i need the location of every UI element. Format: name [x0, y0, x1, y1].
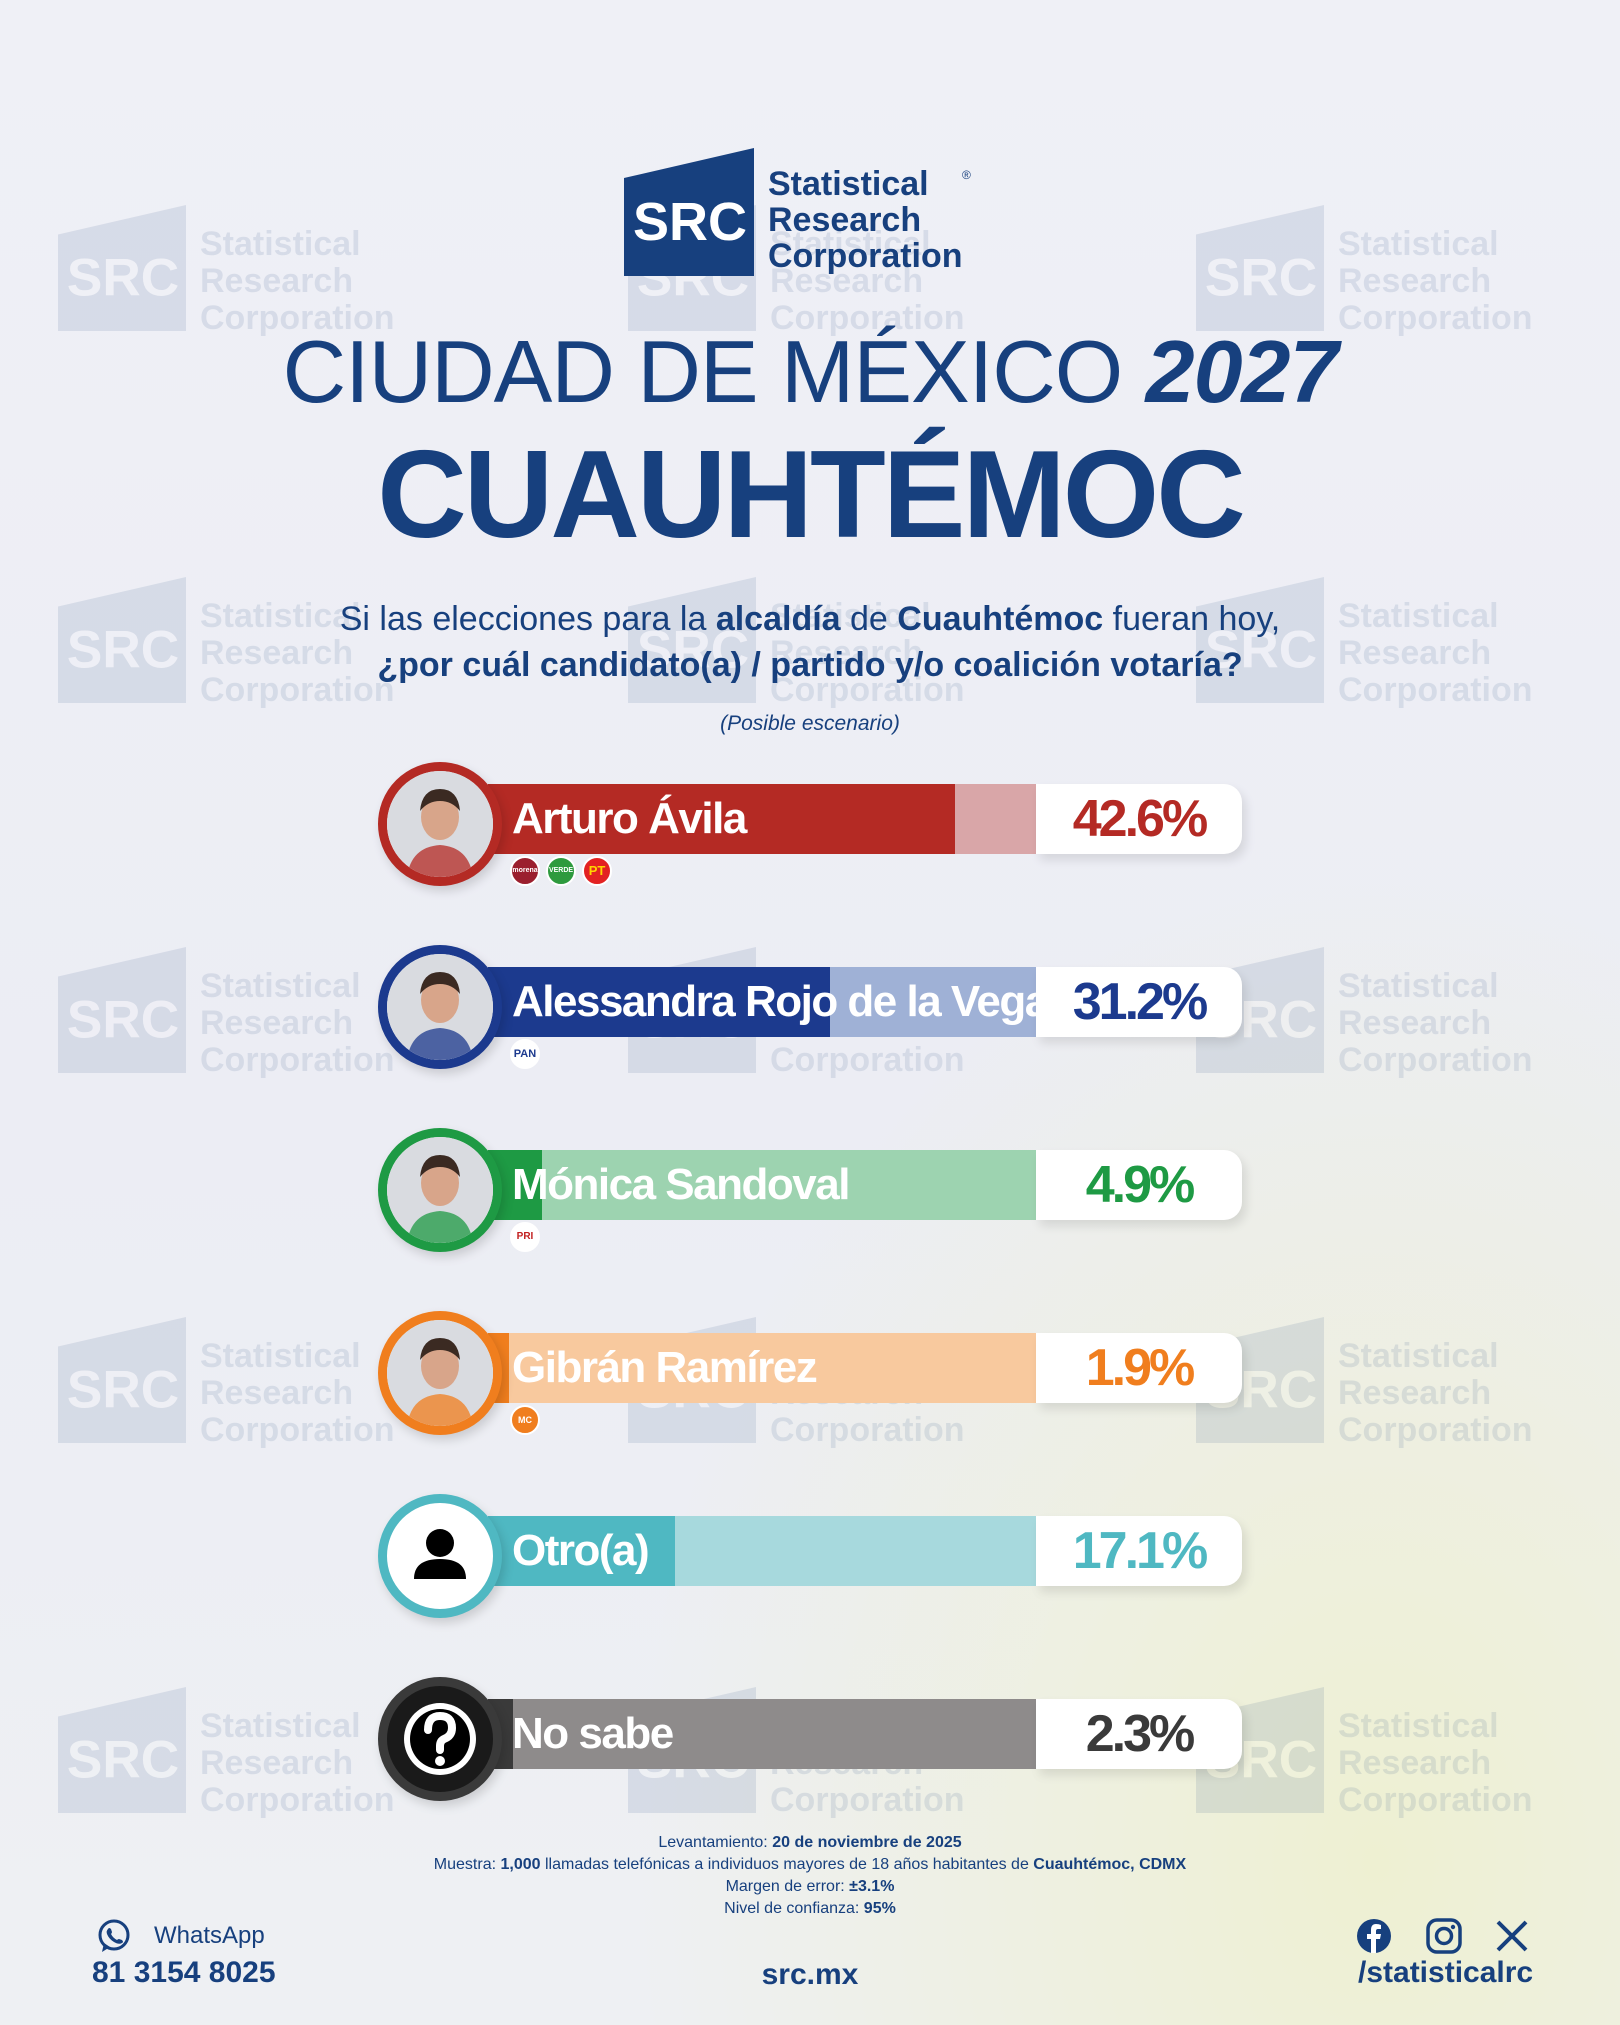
- candidate-row: No sabe 2.3%: [378, 1677, 1248, 1801]
- data-label: 31.2%: [1072, 973, 1208, 1031]
- logo-word-1: Statistical: [768, 165, 929, 203]
- logo-word-3: Corporation: [768, 237, 963, 275]
- bar: [488, 967, 830, 1037]
- whatsapp-contact[interactable]: WhatsApp: [96, 1918, 265, 1959]
- margin-of-error: Margen de error: ±3.1%: [725, 1878, 895, 1895]
- data-label: 1.9%: [1085, 1339, 1196, 1397]
- candidate-name: Otro(a): [512, 1526, 650, 1575]
- social-icons: [1356, 1918, 1536, 1954]
- portrait-image: [387, 954, 493, 1060]
- candidate-name: Gibrán Ramírez: [512, 1343, 818, 1392]
- title-city: CIUDAD DE MÉXICO 2027: [0, 322, 1620, 422]
- svg-text:SRC: SRC: [67, 1731, 179, 1790]
- party-logo: PAN: [510, 1039, 540, 1069]
- percent-box: 4.9%: [1036, 1150, 1242, 1220]
- svg-text:SRC: SRC: [67, 1361, 179, 1420]
- data-label: 4.9%: [1085, 1156, 1196, 1214]
- candidate-name: Mónica Sandoval: [512, 1160, 850, 1209]
- src-logo-mark: SRC: [624, 148, 754, 276]
- question-icon: [404, 1703, 476, 1775]
- social-handle[interactable]: /statisticalrc: [1358, 1956, 1534, 1989]
- candidate-avatar: [378, 1311, 502, 1435]
- percent-box: 42.6%: [1036, 784, 1242, 854]
- bar-track: [488, 1699, 1036, 1769]
- candidate-name: Arturo Ávila: [512, 794, 747, 843]
- candidate-row: Gibrán Ramírez 1.9% MC: [378, 1311, 1248, 1435]
- svg-text:SRC: SRC: [1205, 249, 1317, 308]
- fieldwork-date: Levantamiento: 20 de noviembre de 2025: [658, 1834, 962, 1851]
- svg-text:SRC: SRC: [67, 249, 179, 308]
- title-year: 2027: [1145, 322, 1339, 421]
- scenario-note: (Posible escenario): [720, 712, 900, 735]
- portrait-image: [387, 771, 493, 877]
- title-city-text: CIUDAD DE MÉXICO: [282, 322, 1124, 421]
- party-logo: VERDE: [546, 856, 576, 886]
- portrait-image: [387, 1320, 493, 1426]
- candidate-avatar: [378, 762, 502, 886]
- logo-word-2: Research: [768, 201, 922, 239]
- whatsapp-number[interactable]: 81 3154 8025: [92, 1956, 276, 1989]
- party-logo: morena: [510, 856, 540, 886]
- whatsapp-label: WhatsApp: [154, 1922, 265, 1949]
- candidate-avatar: [378, 1494, 502, 1618]
- party-logo: MC: [510, 1405, 540, 1435]
- logo-mark-text: SRC: [633, 192, 747, 252]
- bar: [488, 1516, 675, 1586]
- percent-box: 31.2%: [1036, 967, 1242, 1037]
- confidence-level: Nivel de confianza: 95%: [724, 1900, 896, 1917]
- x-icon[interactable]: [1496, 1920, 1528, 1952]
- portrait-image: [387, 1137, 493, 1243]
- candidate-avatar: [378, 945, 502, 1069]
- candidate-name: No sabe: [512, 1709, 674, 1758]
- party-logo: PRI: [510, 1222, 540, 1252]
- percent-box: 17.1%: [1036, 1516, 1242, 1586]
- candidate-avatar: [378, 1677, 502, 1801]
- candidate-row: Mónica Sandoval 4.9% PRI: [378, 1128, 1248, 1252]
- person-icon: [414, 1529, 466, 1579]
- sample-info: Muestra: 1,000 llamadas telefónicas a in…: [433, 1856, 1187, 1873]
- logo-words: Statistical Research Corporation: [768, 166, 963, 274]
- bar-track: [488, 1333, 1036, 1403]
- question-line-2: ¿por cuál candidato(a) / partido y/o coa…: [377, 646, 1243, 684]
- data-label: 2.3%: [1085, 1705, 1196, 1763]
- candidate-row: Alessandra Rojo de la Vega 31.2% PAN: [378, 945, 1248, 1069]
- data-label: 17.1%: [1072, 1522, 1208, 1580]
- facebook-icon[interactable]: [1356, 1918, 1392, 1954]
- survey-question: Si las elecciones para la alcaldía de Cu…: [0, 596, 1620, 688]
- bar: [488, 784, 955, 854]
- question-line-1: Si las elecciones para la alcaldía de Cu…: [339, 600, 1281, 638]
- whatsapp-icon: [98, 1919, 130, 1952]
- bar-track: [488, 1150, 1036, 1220]
- candidate-name: Alessandra Rojo de la Vega: [512, 977, 1049, 1026]
- svg-text:SRC: SRC: [67, 991, 179, 1050]
- methodology-info: Levantamiento: 20 de noviembre de 2025 M…: [0, 1832, 1620, 1920]
- registered-mark: ®: [962, 168, 971, 182]
- candidate-row: Otro(a) 17.1%: [378, 1494, 1248, 1618]
- candidate-row: Arturo Ávila 42.6% morena VERDE PT: [378, 762, 1248, 886]
- percent-box: 1.9%: [1036, 1333, 1242, 1403]
- candidate-avatar: [378, 1128, 502, 1252]
- src-logo: SRC Statistical Research Corporation ®: [624, 148, 1004, 278]
- data-label: 42.6%: [1072, 790, 1208, 848]
- instagram-icon[interactable]: [1426, 1918, 1462, 1954]
- party-logo: PT: [582, 856, 612, 886]
- title-borough: CUAUHTÉMOC: [377, 426, 1246, 564]
- website-link[interactable]: src.mx: [761, 1958, 859, 1991]
- percent-box: 2.3%: [1036, 1699, 1242, 1769]
